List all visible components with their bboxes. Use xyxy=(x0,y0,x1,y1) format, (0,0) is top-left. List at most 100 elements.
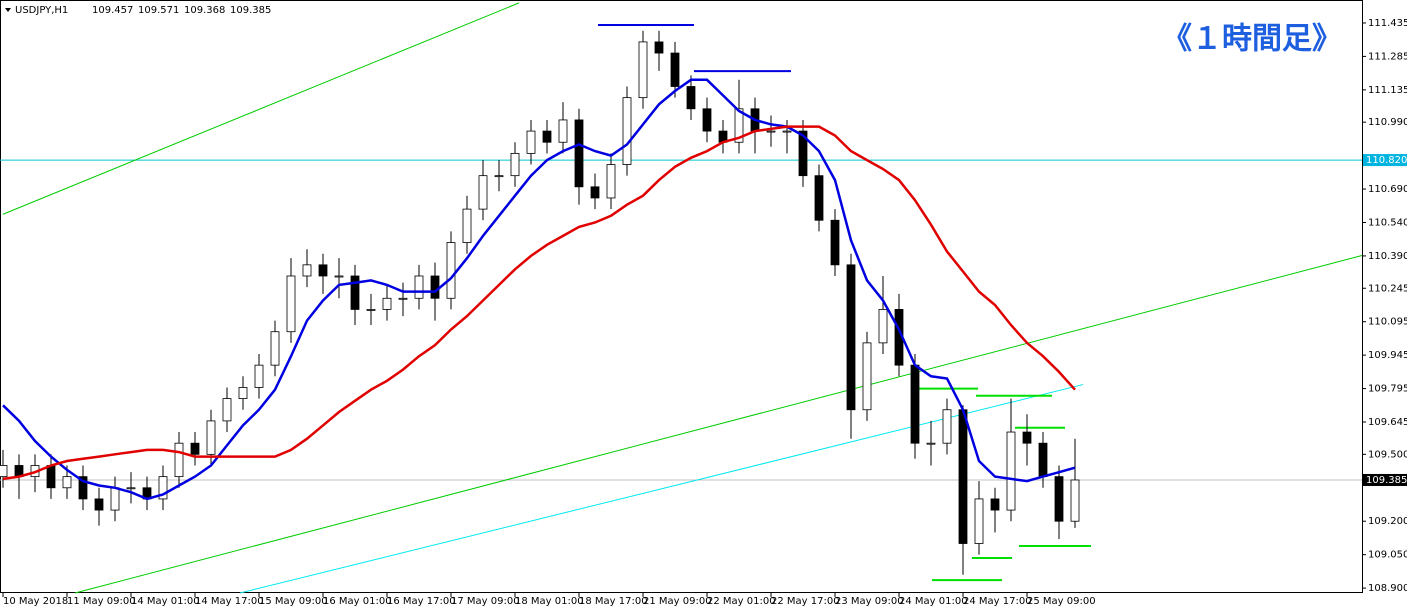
candle-body xyxy=(942,409,952,444)
candle-body xyxy=(62,476,72,489)
y-tick-label: 110.990 xyxy=(1368,117,1407,128)
candle-body xyxy=(1070,479,1080,522)
x-tick-label: 11 May 09:00 xyxy=(67,596,136,607)
x-tick-label: 14 May 17:00 xyxy=(195,596,264,607)
x-tick-label: 17 May 09:00 xyxy=(451,596,520,607)
candle-body xyxy=(0,465,8,478)
candle-body xyxy=(686,86,696,110)
candle-body xyxy=(158,476,168,500)
x-tick-label: 21 May 09:00 xyxy=(643,596,712,607)
header-open: 109.457 xyxy=(92,5,133,16)
moving-average xyxy=(2,78,1076,501)
candle-body xyxy=(174,442,184,478)
candle-body xyxy=(846,264,856,411)
candle-body xyxy=(110,487,120,511)
candle-body xyxy=(670,52,680,87)
y-tick-label: 108.900 xyxy=(1368,583,1407,594)
moving-average xyxy=(2,125,1076,481)
candle-body xyxy=(126,487,136,490)
x-tick-label: 18 May 17:00 xyxy=(579,596,648,607)
trend-line xyxy=(2,2,520,215)
candle-body xyxy=(334,275,344,278)
y-tick-label: 111.135 xyxy=(1368,85,1407,96)
x-tick-label: 14 May 01:00 xyxy=(131,596,200,607)
candle-body xyxy=(366,309,376,311)
candle-body xyxy=(302,264,312,277)
plot-layer xyxy=(0,2,1363,594)
x-tick-label: 16 May 17:00 xyxy=(387,596,456,607)
x-tick-label: 24 May 17:00 xyxy=(963,596,1032,607)
trend-line xyxy=(239,384,1084,594)
candle-body xyxy=(1054,476,1064,522)
candle-body xyxy=(1006,431,1016,511)
candle-body xyxy=(1038,442,1048,478)
x-tick-label: 22 May 01:00 xyxy=(707,596,776,607)
y-tick-label: 111.285 xyxy=(1368,51,1407,62)
candle-body xyxy=(382,297,392,310)
plot-frame xyxy=(0,0,1363,593)
y-tick-label: 110.540 xyxy=(1368,217,1407,228)
candle-body xyxy=(78,476,88,500)
y-tick-label: 109.945 xyxy=(1368,350,1407,361)
candle-body xyxy=(606,164,616,199)
header-high: 109.571 xyxy=(138,5,179,16)
candle-body xyxy=(510,152,520,177)
candle-body xyxy=(430,275,440,299)
candle-body xyxy=(974,498,984,544)
candle-body xyxy=(926,442,936,445)
header-low: 109.368 xyxy=(184,5,225,16)
price-label: 110.820 xyxy=(1366,155,1407,166)
candle-body xyxy=(558,119,568,143)
candle-body xyxy=(206,420,216,455)
x-tick-label: 16 May 01:00 xyxy=(323,596,392,607)
candle-body xyxy=(622,97,632,165)
y-tick-label: 110.390 xyxy=(1368,251,1407,262)
y-tick-label: 110.245 xyxy=(1368,283,1407,294)
candle-body xyxy=(574,119,584,188)
x-tick-label: 24 May 01:00 xyxy=(899,596,968,607)
candle-body xyxy=(654,41,664,54)
x-tick-label: 18 May 01:00 xyxy=(515,596,584,607)
y-tick-label: 110.095 xyxy=(1368,317,1407,328)
chart-title: 《１時間足》 xyxy=(1162,22,1342,57)
y-tick-label: 110.690 xyxy=(1368,184,1407,195)
candle-body xyxy=(398,297,408,300)
candle-body xyxy=(46,465,56,489)
header-arrow xyxy=(5,8,11,12)
x-tick-label: 15 May 09:00 xyxy=(259,596,328,607)
candle-body xyxy=(286,275,296,333)
y-tick-label: 111.435 xyxy=(1368,18,1407,29)
candle-body xyxy=(702,108,712,132)
x-tick-label: 25 May 09:00 xyxy=(1027,596,1096,607)
y-tick-label: 109.200 xyxy=(1368,516,1407,527)
candle-body xyxy=(222,398,232,422)
candle-body xyxy=(990,498,1000,511)
candle-body xyxy=(318,264,328,277)
candle-body xyxy=(254,364,264,388)
candle-body xyxy=(798,130,808,177)
candle-body xyxy=(734,108,744,143)
candle-body xyxy=(910,364,920,444)
candle-body xyxy=(542,130,552,143)
candle-body xyxy=(350,275,360,310)
candle-body xyxy=(494,175,504,178)
candle-body xyxy=(238,387,248,400)
price-label-bg xyxy=(1363,473,1407,486)
candle-body xyxy=(526,130,536,154)
header-close: 109.385 xyxy=(230,5,271,16)
candle-body xyxy=(958,409,968,544)
candle-body xyxy=(478,175,488,210)
candle-body xyxy=(766,130,776,133)
candle-body xyxy=(94,498,104,511)
candle-body xyxy=(814,175,824,221)
price-label-bg xyxy=(1363,154,1407,167)
candle-body xyxy=(638,41,648,99)
x-tick-label: 22 May 17:00 xyxy=(771,596,840,607)
candle-body xyxy=(1022,431,1032,444)
trend-line xyxy=(74,254,1363,594)
candle-body xyxy=(862,342,872,411)
y-tick-label: 109.500 xyxy=(1368,449,1407,460)
y-tick-label: 109.795 xyxy=(1368,384,1407,395)
x-tick-label: 10 May 2018 xyxy=(3,596,68,607)
